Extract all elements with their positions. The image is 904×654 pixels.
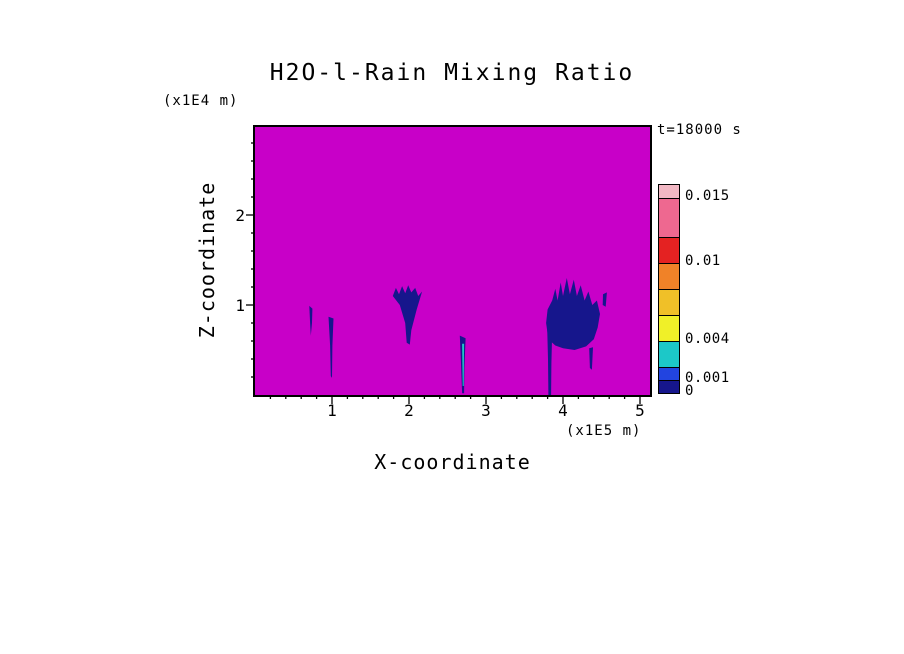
colorbar-segment — [659, 263, 679, 289]
time-annotation: t=18000 s — [657, 122, 742, 138]
colorbar-tick-label: 0.004 — [685, 331, 730, 347]
colorbar-segment — [659, 185, 679, 198]
x-axis-unit-label: (x1E5 m) — [566, 423, 642, 439]
rain-cell-streak-d-core — [462, 343, 465, 386]
x-tick-label-2: 2 — [404, 401, 414, 420]
colorbar-tick-label: 0.015 — [685, 188, 730, 204]
rain-cell-streak-b — [328, 316, 334, 378]
z-tick-label-1: 1 — [235, 296, 245, 315]
x-tick-label-5: 5 — [635, 401, 645, 420]
x-tick-label-4: 4 — [558, 401, 568, 420]
rain-cell-streak-a — [309, 305, 313, 336]
colorbar-tick-label: 0.01 — [685, 253, 721, 269]
colorbar-segment — [659, 380, 679, 393]
colorbar-tick-label: 0 — [685, 383, 694, 399]
z-axis-title: Z-coordinate — [195, 181, 219, 339]
colorbar-tick-label: 0.001 — [685, 370, 730, 386]
colorbar-segment — [659, 237, 679, 263]
rain-cell-tail-h — [589, 347, 593, 370]
x-axis-title: X-coordinate — [374, 450, 531, 474]
x-tick-label-1: 1 — [327, 401, 337, 420]
rain-cell-streak-e — [547, 328, 553, 395]
colorbar-segment — [659, 289, 679, 315]
colorbar-segment — [659, 198, 679, 237]
plot-area — [246, 125, 652, 404]
rain-cell-plume-c — [392, 285, 423, 345]
rain-cell-plume-f — [546, 278, 600, 350]
z-tick-label-2: 2 — [235, 206, 245, 225]
rain-field-svg — [246, 142, 641, 404]
colorbar-segment — [659, 367, 679, 380]
colorbar-segment — [659, 315, 679, 341]
z-axis-unit-label: (x1E4 m) — [163, 93, 239, 109]
rain-cell-fringe-g — [602, 292, 607, 307]
colorbar-segment — [659, 341, 679, 367]
colorbar — [658, 184, 680, 394]
x-tick-label-3: 3 — [481, 401, 491, 420]
plot-title: H2O-l-Rain Mixing Ratio — [269, 60, 635, 86]
